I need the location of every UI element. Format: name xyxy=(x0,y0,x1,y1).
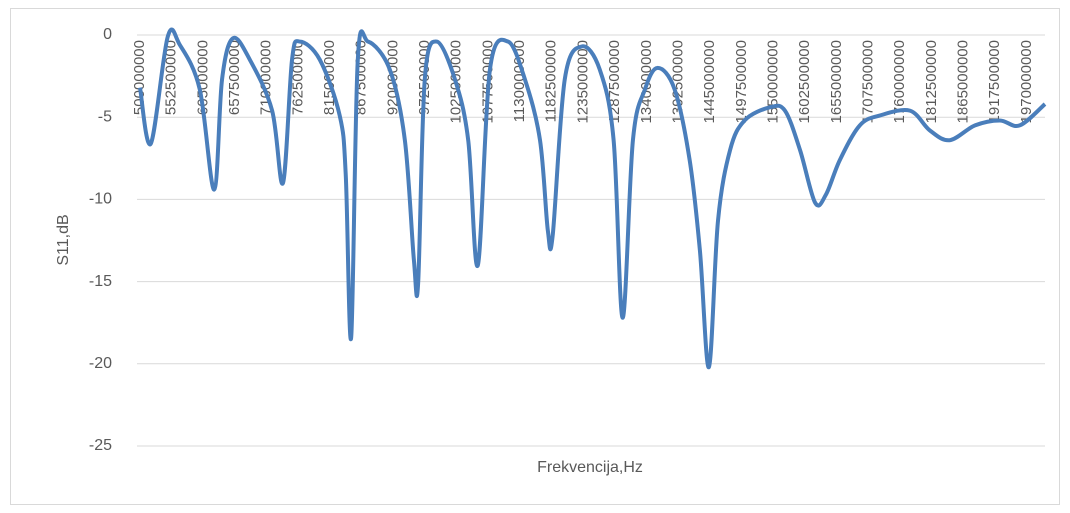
x-tick-label: 1970000000 xyxy=(1018,40,1035,123)
x-tick-label: 1392500000 xyxy=(669,40,686,123)
x-tick-label: 500000000 xyxy=(131,40,148,115)
x-tick-label: 657500000 xyxy=(226,40,243,115)
y-axis-title: S11,dB xyxy=(55,214,72,265)
x-tick-label: 1655000000 xyxy=(828,40,845,123)
y-tick-label: -15 xyxy=(89,273,112,290)
x-tick-label: 710000000 xyxy=(258,40,275,115)
x-tick-label: 1550000000 xyxy=(764,40,781,123)
x-axis-title: Frekvencija,Hz xyxy=(537,459,643,476)
y-tick-label: -10 xyxy=(89,191,112,208)
data-line xyxy=(138,27,1047,370)
x-tick-label: 1130000000 xyxy=(511,40,528,122)
x-tick-label: 1707500000 xyxy=(859,40,876,123)
chart-border xyxy=(10,8,1060,505)
y-tick-label: -5 xyxy=(98,108,112,125)
x-tick-label: 1917500000 xyxy=(986,40,1003,123)
y-tick-label: -25 xyxy=(89,437,112,454)
x-tick-label: 1602500000 xyxy=(796,40,813,123)
x-tick-label: 1865000000 xyxy=(955,40,972,123)
x-tick-label: 1445000000 xyxy=(701,40,718,123)
x-tick-label: 552500000 xyxy=(163,40,180,115)
x-tick-label: 1182500000 xyxy=(543,40,560,122)
y-tick-label: 0 xyxy=(103,26,112,43)
x-tick-label: 1812500000 xyxy=(923,40,940,123)
x-tick-label: 1235000000 xyxy=(574,40,591,123)
y-tick-label: -20 xyxy=(89,355,112,372)
x-tick-label: 1497500000 xyxy=(733,40,750,123)
x-tick-label: 605000000 xyxy=(194,40,211,115)
x-tick-label: 1760000000 xyxy=(891,40,908,123)
